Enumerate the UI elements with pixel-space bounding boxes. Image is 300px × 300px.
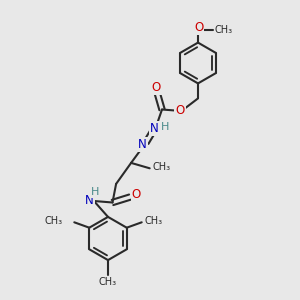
Text: O: O (194, 21, 203, 34)
Text: H: H (161, 122, 169, 132)
Text: O: O (152, 81, 160, 94)
Text: N: N (85, 194, 94, 207)
Text: O: O (176, 104, 184, 118)
Text: CH₃: CH₃ (99, 277, 117, 287)
Text: H: H (91, 187, 99, 197)
Text: N: N (150, 122, 159, 135)
Text: CH₃: CH₃ (152, 162, 170, 172)
Text: N: N (138, 138, 147, 152)
Text: O: O (132, 188, 141, 201)
Text: CH₃: CH₃ (214, 25, 232, 35)
Text: CH₃: CH₃ (144, 216, 162, 226)
Text: CH₃: CH₃ (45, 216, 63, 226)
